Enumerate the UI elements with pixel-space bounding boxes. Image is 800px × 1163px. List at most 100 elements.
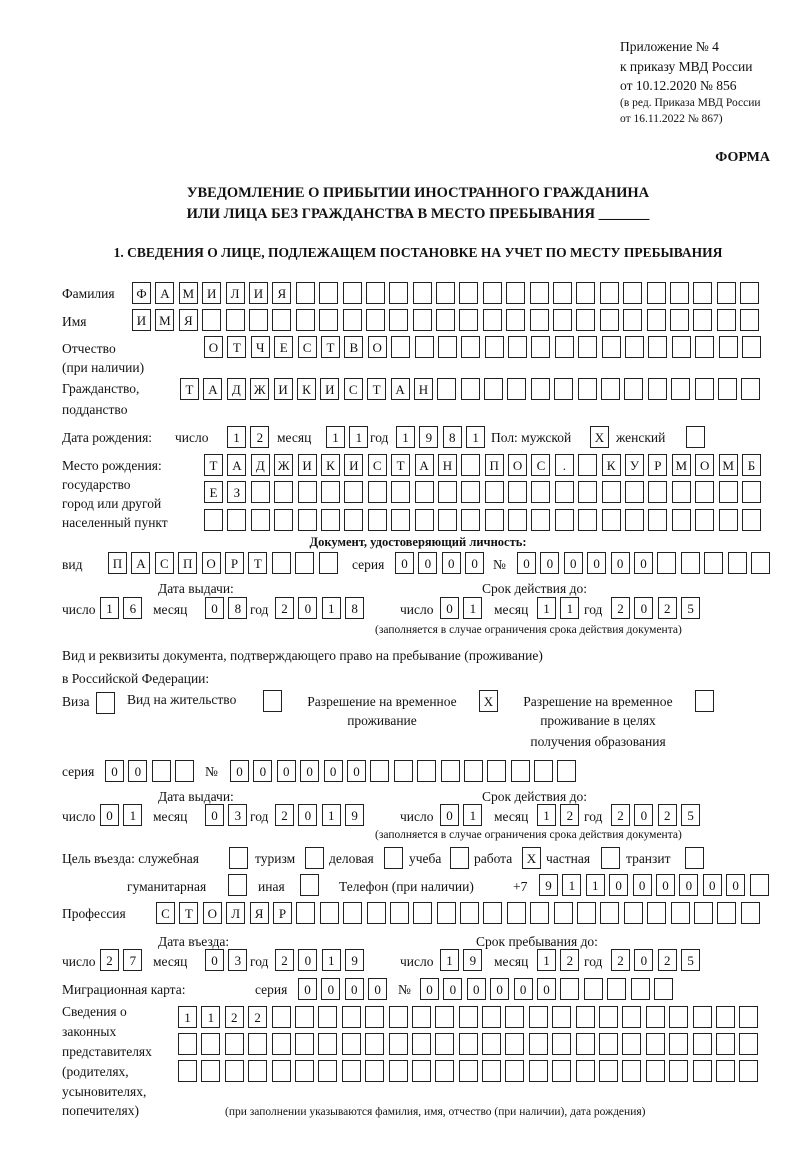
visa-checkbox[interactable] bbox=[96, 692, 115, 714]
char-cell[interactable] bbox=[554, 509, 574, 531]
char-cell[interactable] bbox=[599, 1033, 619, 1055]
char-cell[interactable] bbox=[741, 378, 761, 400]
char-cell[interactable] bbox=[528, 1033, 548, 1055]
char-cell[interactable]: 2 bbox=[611, 804, 630, 826]
char-cell[interactable] bbox=[740, 309, 760, 331]
char-cell[interactable]: Е bbox=[274, 336, 294, 358]
checkbox-cell[interactable] bbox=[263, 690, 282, 712]
checkbox-cell[interactable] bbox=[300, 874, 319, 896]
char-cell[interactable]: А bbox=[414, 454, 434, 476]
char-cell[interactable] bbox=[740, 902, 760, 924]
char-cell[interactable] bbox=[599, 1060, 619, 1082]
checkbox-cell[interactable] bbox=[695, 690, 714, 712]
char-cell[interactable] bbox=[440, 760, 460, 782]
char-cell[interactable] bbox=[553, 902, 573, 924]
char-cell[interactable] bbox=[645, 1060, 665, 1082]
char-cell[interactable]: 0 bbox=[517, 552, 536, 574]
char-cell[interactable] bbox=[528, 1006, 548, 1028]
char-cell[interactable]: 1 bbox=[321, 597, 341, 619]
char-cell[interactable] bbox=[560, 978, 580, 1000]
char-cell[interactable] bbox=[178, 1060, 197, 1082]
char-cell[interactable]: 0 bbox=[726, 874, 746, 896]
char-cell[interactable]: П bbox=[484, 454, 504, 476]
char-cell[interactable] bbox=[727, 552, 747, 574]
char-cell[interactable] bbox=[318, 552, 338, 574]
char-cell[interactable] bbox=[297, 481, 317, 503]
char-cell[interactable] bbox=[530, 902, 550, 924]
char-cell[interactable]: И bbox=[320, 378, 340, 400]
char-cell[interactable]: 1 bbox=[227, 426, 246, 448]
char-cell[interactable] bbox=[575, 1060, 595, 1082]
char-cell[interactable]: 0 bbox=[679, 874, 699, 896]
char-cell[interactable] bbox=[482, 309, 502, 331]
char-cell[interactable]: 2 bbox=[611, 597, 630, 619]
char-cell[interactable] bbox=[505, 1006, 525, 1028]
char-cell[interactable] bbox=[388, 1033, 408, 1055]
char-cell[interactable] bbox=[716, 282, 736, 304]
char-cell[interactable]: К bbox=[320, 454, 340, 476]
char-cell[interactable] bbox=[201, 1033, 221, 1055]
char-cell[interactable]: 2 bbox=[224, 1006, 244, 1028]
char-cell[interactable]: Я bbox=[178, 309, 198, 331]
char-cell[interactable] bbox=[506, 902, 526, 924]
char-cell[interactable] bbox=[366, 902, 386, 924]
char-cell[interactable]: 2 bbox=[275, 949, 294, 971]
char-cell[interactable]: Ч bbox=[250, 336, 270, 358]
char-cell[interactable] bbox=[342, 282, 362, 304]
char-cell[interactable]: 8 bbox=[345, 597, 365, 619]
purpose-humanitarian-checkbox[interactable] bbox=[228, 874, 247, 896]
char-cell[interactable] bbox=[630, 978, 650, 1000]
char-cell[interactable] bbox=[554, 481, 574, 503]
char-cell[interactable] bbox=[645, 1006, 665, 1028]
checkbox-cell[interactable] bbox=[450, 847, 469, 869]
char-cell[interactable] bbox=[341, 1060, 361, 1082]
char-cell[interactable] bbox=[412, 282, 432, 304]
char-cell[interactable] bbox=[599, 309, 619, 331]
char-cell[interactable]: 2 bbox=[248, 1006, 268, 1028]
char-cell[interactable] bbox=[365, 282, 385, 304]
char-cell[interactable] bbox=[248, 309, 268, 331]
char-cell[interactable] bbox=[248, 1033, 268, 1055]
char-cell[interactable]: А bbox=[227, 454, 247, 476]
char-cell[interactable] bbox=[414, 509, 434, 531]
checkbox-cell[interactable] bbox=[601, 847, 620, 869]
char-cell[interactable] bbox=[271, 1006, 291, 1028]
char-cell[interactable]: 1 bbox=[201, 1006, 221, 1028]
checkbox-cell[interactable] bbox=[305, 847, 324, 869]
char-cell[interactable] bbox=[413, 902, 433, 924]
char-cell[interactable]: 1 bbox=[537, 597, 556, 619]
char-cell[interactable] bbox=[343, 902, 363, 924]
char-cell[interactable]: 0 bbox=[632, 874, 652, 896]
char-cell[interactable] bbox=[296, 902, 316, 924]
char-cell[interactable] bbox=[575, 1033, 595, 1055]
char-cell[interactable] bbox=[505, 1033, 525, 1055]
char-cell[interactable]: 0 bbox=[420, 978, 439, 1000]
char-cell[interactable] bbox=[695, 336, 715, 358]
char-cell[interactable] bbox=[250, 509, 270, 531]
checkbox-cell[interactable] bbox=[96, 692, 115, 714]
char-cell[interactable] bbox=[693, 282, 713, 304]
char-cell[interactable]: 0 bbox=[443, 978, 463, 1000]
char-cell[interactable] bbox=[669, 1006, 689, 1028]
char-cell[interactable] bbox=[715, 1006, 735, 1028]
char-cell[interactable] bbox=[389, 309, 409, 331]
char-cell[interactable] bbox=[601, 378, 621, 400]
char-cell[interactable] bbox=[599, 1006, 619, 1028]
char-cell[interactable] bbox=[458, 1006, 478, 1028]
char-cell[interactable]: А bbox=[155, 282, 175, 304]
char-cell[interactable] bbox=[670, 902, 690, 924]
char-cell[interactable]: Д bbox=[250, 454, 270, 476]
char-cell[interactable]: 0 bbox=[610, 552, 630, 574]
char-cell[interactable]: 2 bbox=[611, 949, 630, 971]
char-cell[interactable]: 9 bbox=[539, 874, 558, 896]
char-cell[interactable]: 0 bbox=[465, 552, 485, 574]
